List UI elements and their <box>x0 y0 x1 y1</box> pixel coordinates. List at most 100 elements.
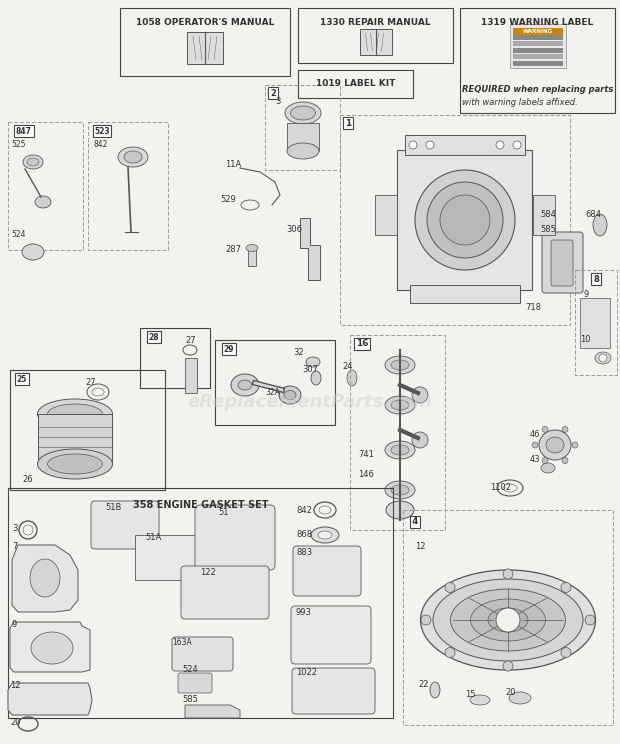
Bar <box>513 41 562 46</box>
Circle shape <box>542 458 548 464</box>
Bar <box>215 340 335 425</box>
Ellipse shape <box>285 102 321 124</box>
Polygon shape <box>185 705 240 718</box>
Text: 12: 12 <box>10 681 20 690</box>
Text: 529: 529 <box>220 195 236 204</box>
Circle shape <box>562 458 568 464</box>
Ellipse shape <box>385 481 415 499</box>
FancyBboxPatch shape <box>293 546 361 596</box>
Polygon shape <box>12 545 78 612</box>
Circle shape <box>562 426 568 432</box>
Text: 307: 307 <box>302 365 318 374</box>
Polygon shape <box>10 622 90 672</box>
Text: 523: 523 <box>94 126 110 135</box>
Ellipse shape <box>539 430 571 460</box>
Bar <box>298 8 453 63</box>
Bar <box>575 270 617 375</box>
Text: 1058 OPERATOR'S MANUAL: 1058 OPERATOR'S MANUAL <box>136 18 274 27</box>
Text: 43: 43 <box>530 455 541 464</box>
Bar <box>513 28 562 35</box>
Ellipse shape <box>385 356 415 374</box>
Bar <box>248 248 256 266</box>
Bar <box>510 24 565 68</box>
Text: 525: 525 <box>11 140 25 149</box>
Bar <box>187 32 223 64</box>
Text: 32: 32 <box>293 348 304 357</box>
Text: 12: 12 <box>415 542 425 551</box>
Text: 8: 8 <box>593 275 599 283</box>
Ellipse shape <box>31 632 73 664</box>
Ellipse shape <box>391 485 409 495</box>
Ellipse shape <box>118 147 148 167</box>
Text: 585: 585 <box>182 695 198 704</box>
Text: 51A: 51A <box>145 533 161 542</box>
Text: 51B: 51B <box>105 503 122 512</box>
Bar <box>513 34 562 39</box>
Circle shape <box>585 615 595 625</box>
Ellipse shape <box>546 437 564 453</box>
Text: 358 ENGINE GASKET SET: 358 ENGINE GASKET SET <box>133 500 268 510</box>
Text: 9: 9 <box>12 620 17 629</box>
Ellipse shape <box>37 449 112 479</box>
Ellipse shape <box>246 245 258 251</box>
Text: 24: 24 <box>342 362 353 371</box>
Text: 27: 27 <box>85 378 95 387</box>
Bar <box>265 85 340 170</box>
Text: 3: 3 <box>275 97 280 106</box>
Polygon shape <box>8 683 92 715</box>
Bar <box>513 48 562 53</box>
Ellipse shape <box>451 589 565 651</box>
Circle shape <box>427 182 503 258</box>
Ellipse shape <box>385 441 415 459</box>
Ellipse shape <box>433 579 583 661</box>
Text: 741: 741 <box>358 450 374 459</box>
FancyBboxPatch shape <box>178 673 212 693</box>
Bar <box>10 370 165 490</box>
Circle shape <box>496 608 520 632</box>
Text: 287: 287 <box>225 245 241 254</box>
Ellipse shape <box>35 196 51 208</box>
Text: 718: 718 <box>525 303 541 312</box>
Text: 842: 842 <box>93 140 107 149</box>
Text: 868: 868 <box>296 530 312 539</box>
Text: 25: 25 <box>17 374 27 383</box>
Text: 27: 27 <box>185 336 196 345</box>
Circle shape <box>415 170 515 270</box>
Circle shape <box>421 615 431 625</box>
Bar <box>360 29 391 55</box>
Text: 4: 4 <box>412 518 418 527</box>
Ellipse shape <box>287 143 319 159</box>
Text: 22: 22 <box>418 680 428 689</box>
Bar <box>120 8 290 76</box>
Circle shape <box>532 442 538 448</box>
Ellipse shape <box>488 608 528 632</box>
Ellipse shape <box>27 158 39 166</box>
Text: 9: 9 <box>583 290 588 299</box>
Bar <box>533 195 555 235</box>
Circle shape <box>503 569 513 579</box>
Ellipse shape <box>23 155 43 169</box>
Bar <box>410 285 520 303</box>
Text: 122: 122 <box>200 568 216 577</box>
Text: 2: 2 <box>270 89 276 97</box>
Text: 163A: 163A <box>172 638 192 647</box>
Circle shape <box>426 141 434 149</box>
Bar <box>460 8 615 113</box>
Ellipse shape <box>30 559 60 597</box>
Ellipse shape <box>420 570 595 670</box>
Circle shape <box>496 141 504 149</box>
Text: eReplacementParts.com: eReplacementParts.com <box>187 393 433 411</box>
Ellipse shape <box>284 391 296 400</box>
Ellipse shape <box>412 387 428 403</box>
Text: 1022: 1022 <box>296 668 317 677</box>
Text: 1319 WARNING LABEL: 1319 WARNING LABEL <box>481 18 593 27</box>
Bar <box>375 195 397 235</box>
Text: 584: 584 <box>540 210 556 219</box>
Ellipse shape <box>306 357 320 367</box>
Text: 3: 3 <box>12 524 17 533</box>
Circle shape <box>572 442 578 448</box>
Text: 1019 LABEL KIT: 1019 LABEL KIT <box>316 80 395 89</box>
Text: 146: 146 <box>358 470 374 479</box>
Bar <box>185 358 197 393</box>
Bar <box>403 510 613 725</box>
